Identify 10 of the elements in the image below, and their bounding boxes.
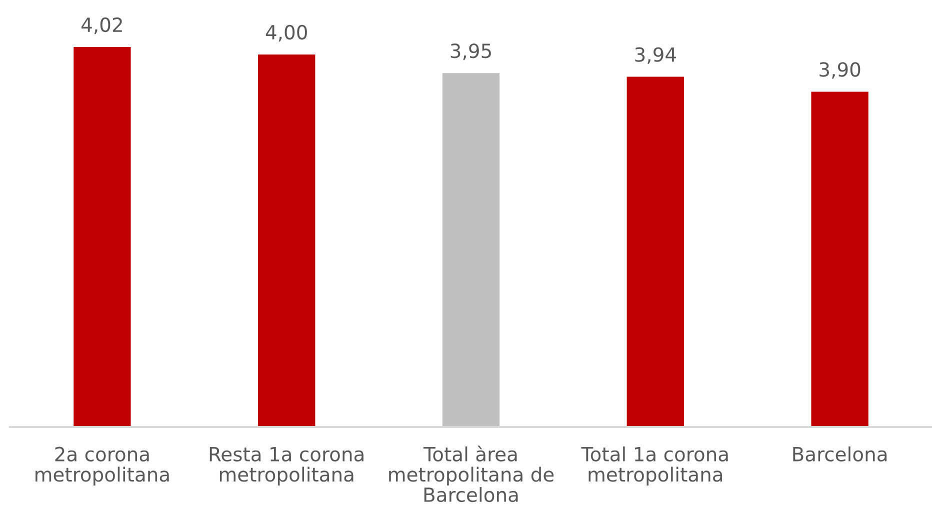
x-tick-label: Total 1a corona metropolitana	[581, 446, 728, 486]
data-label: 3,90	[820, 62, 860, 79]
data-label: 3,94	[635, 47, 676, 64]
x-tick-label: Total àrea metropolitana de Barcelona	[389, 446, 554, 502]
x-tick-label: 2a corona metropolitana	[36, 446, 169, 486]
x-tick-label: Resta 1a corona metropolitana	[210, 447, 364, 486]
x-tick-label: Barcelona	[793, 446, 887, 462]
data-label: 3,95	[450, 43, 491, 60]
data-label: 4,00	[266, 24, 307, 42]
data-label: 4,02	[82, 17, 122, 34]
